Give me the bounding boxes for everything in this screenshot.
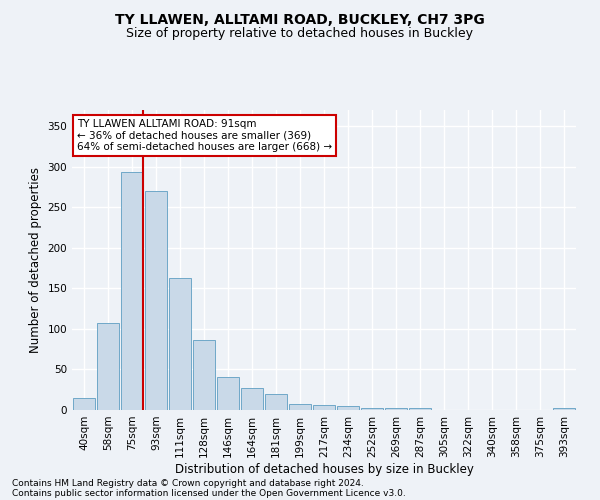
Bar <box>73 398 95 410</box>
Bar <box>169 278 191 410</box>
Bar <box>385 408 407 410</box>
Text: TY LLAWEN, ALLTAMI ROAD, BUCKLEY, CH7 3PG: TY LLAWEN, ALLTAMI ROAD, BUCKLEY, CH7 3P… <box>115 12 485 26</box>
Bar <box>409 408 431 410</box>
Bar <box>121 172 143 410</box>
Text: TY LLAWEN ALLTAMI ROAD: 91sqm
← 36% of detached houses are smaller (369)
64% of : TY LLAWEN ALLTAMI ROAD: 91sqm ← 36% of d… <box>77 119 332 152</box>
Bar <box>289 404 311 410</box>
Bar <box>313 405 335 410</box>
X-axis label: Distribution of detached houses by size in Buckley: Distribution of detached houses by size … <box>175 462 473 475</box>
Bar <box>241 388 263 410</box>
Text: Size of property relative to detached houses in Buckley: Size of property relative to detached ho… <box>127 28 473 40</box>
Y-axis label: Number of detached properties: Number of detached properties <box>29 167 42 353</box>
Text: Contains HM Land Registry data © Crown copyright and database right 2024.: Contains HM Land Registry data © Crown c… <box>12 478 364 488</box>
Bar <box>265 394 287 410</box>
Bar <box>337 406 359 410</box>
Bar <box>145 191 167 410</box>
Bar <box>361 408 383 410</box>
Text: Contains public sector information licensed under the Open Government Licence v3: Contains public sector information licen… <box>12 488 406 498</box>
Bar <box>553 408 575 410</box>
Bar <box>217 377 239 410</box>
Bar <box>97 323 119 410</box>
Bar <box>193 340 215 410</box>
